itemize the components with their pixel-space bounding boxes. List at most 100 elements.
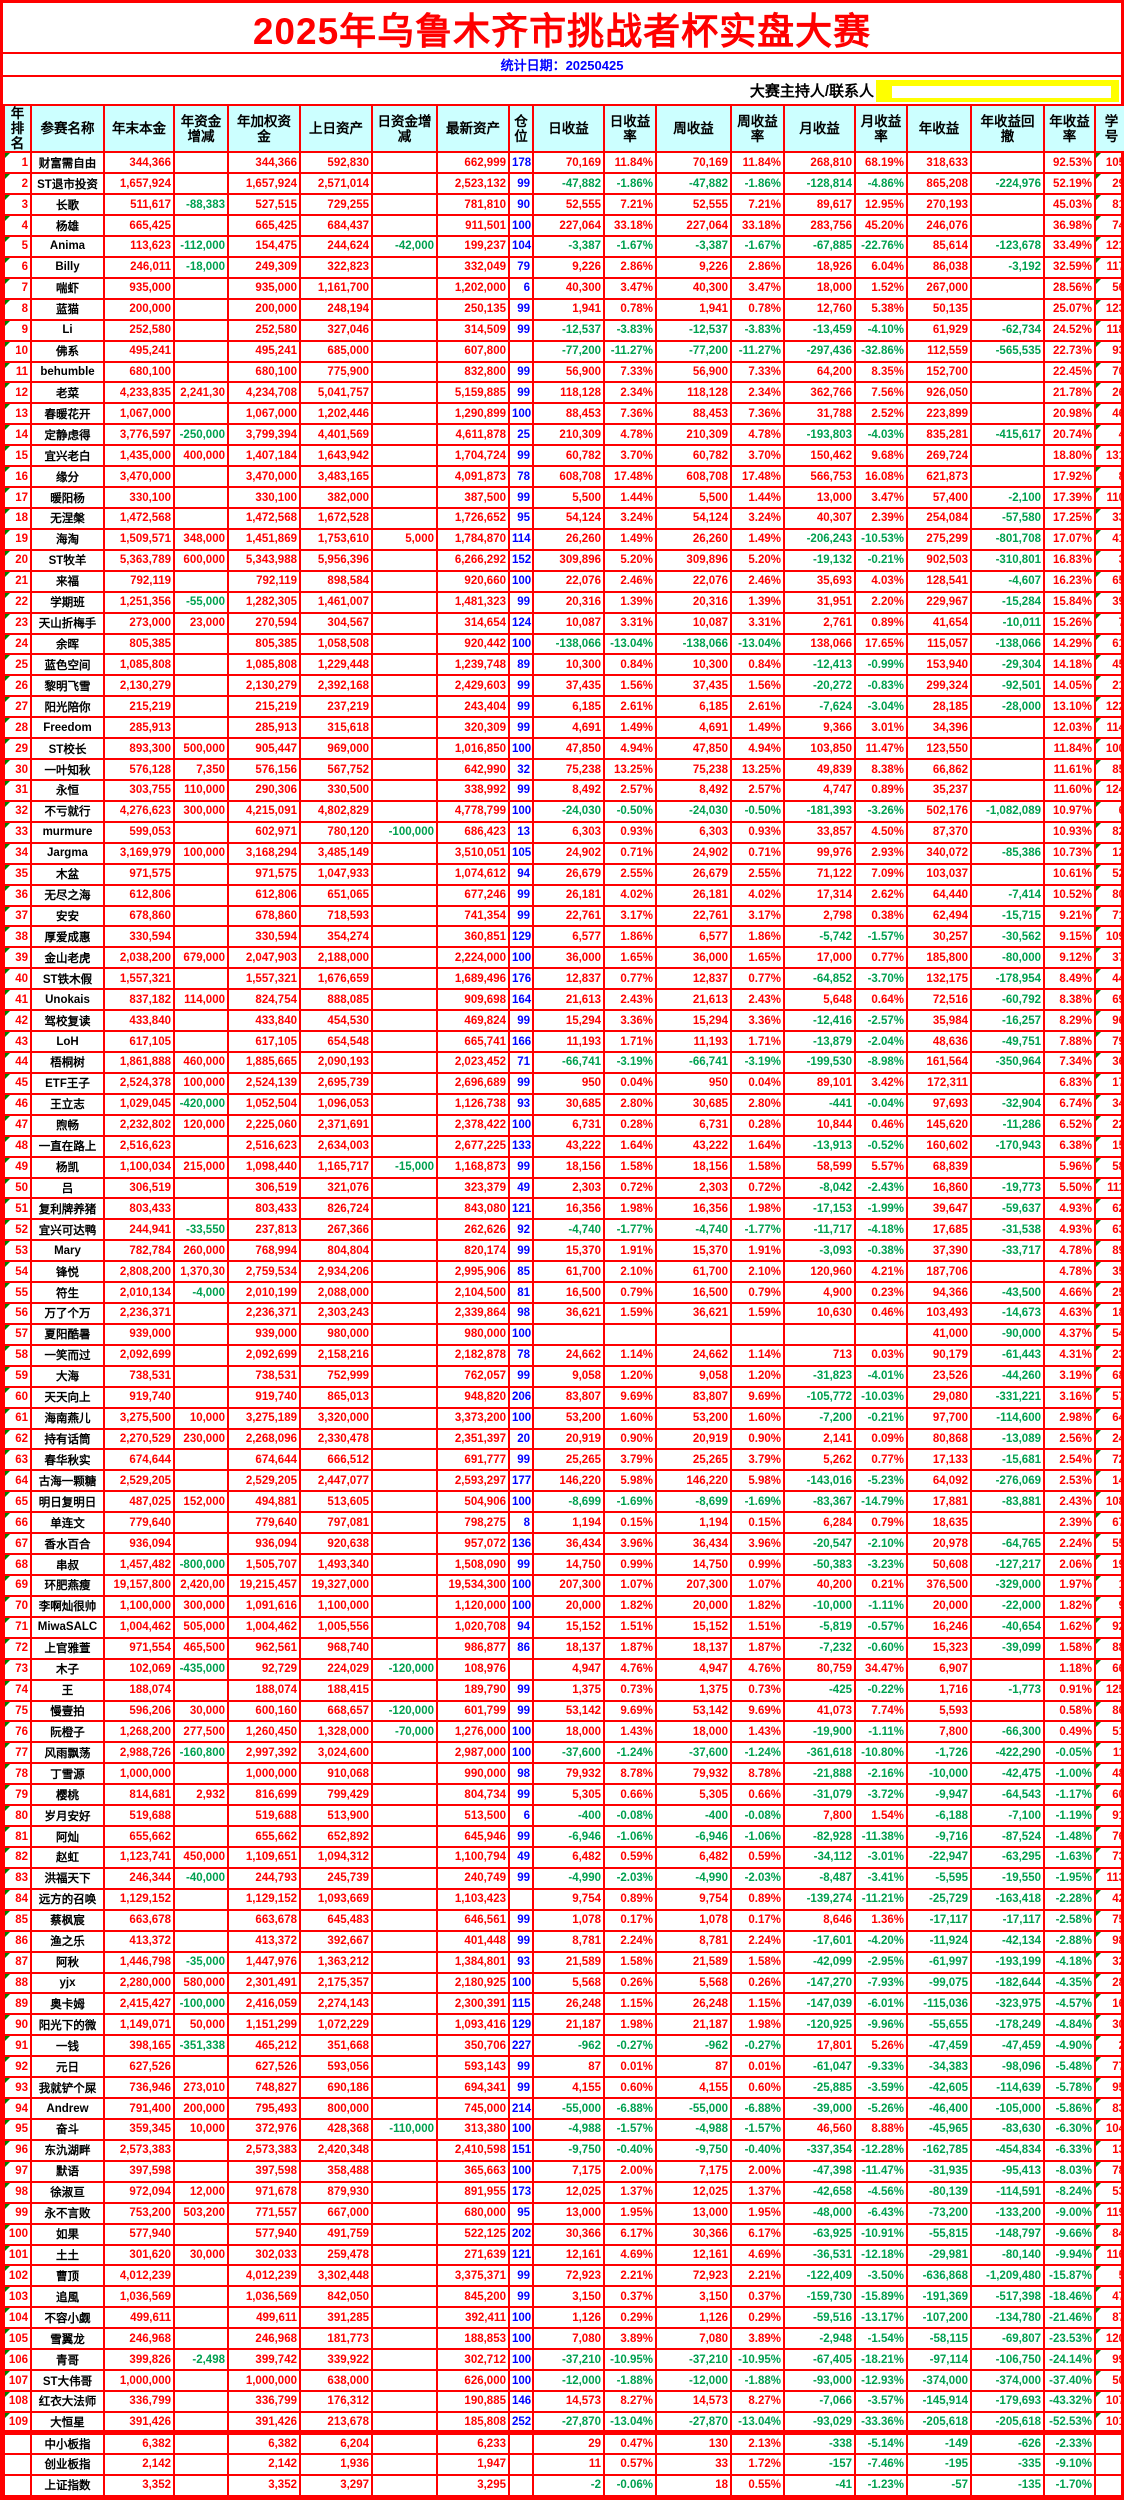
cell-week-rate: 8.78%	[730, 1762, 785, 1786]
cell-position: 99	[508, 1553, 534, 1577]
cell-rank: 5	[3, 235, 32, 258]
cell-day-change: -110,000	[371, 2117, 438, 2141]
cell-year-rate: 3.19%	[1043, 1364, 1096, 1388]
cell-week-profit: 16,500	[655, 1281, 732, 1305]
cell-position: 6	[508, 1804, 534, 1828]
cell-sid: 101	[1094, 2410, 1124, 2434]
table-row: 69 环肥燕瘦 19,157,800 2,420,00 19,215,457 19,327…	[3, 1574, 1124, 1597]
table-row: 31 永恒 303,755 110,000 290,306 330,500 338,992 9…	[3, 778, 1124, 802]
cell-year-profit: 34,396	[906, 716, 972, 740]
cell-prev-assets: 2,934,206	[299, 1260, 373, 1284]
cell-month-rate: -1.11%	[854, 1594, 908, 1618]
cell-principal: 359,345	[103, 2117, 175, 2141]
cell-name: MiwaSALC	[30, 1615, 105, 1639]
cell-day-profit: 6,185	[532, 695, 605, 719]
cell-month-rate: 3.01%	[854, 716, 908, 740]
cell-week-rate: -1.86%	[730, 172, 785, 196]
cell-drawdown	[970, 1511, 1045, 1535]
cell-year-profit: -11,924	[906, 1929, 972, 1953]
cell-day-change	[371, 2327, 438, 2351]
cell-latest-assets: 189,790	[436, 1678, 510, 1702]
cell-latest-assets: 642,990	[436, 758, 510, 781]
index-row: 创业板指 2,142 2,142 1,936 1,947 11 0.57% 33 1.72% -1…	[3, 2452, 1124, 2476]
cell-day-change	[371, 946, 438, 970]
cell-latest-assets: 781,810	[436, 193, 510, 217]
cell-rank: 52	[3, 1218, 32, 1242]
cell-position: 100	[508, 2117, 534, 2141]
cell-prev-assets: 5,041,757	[299, 381, 373, 405]
cell-weighted: 92,729	[227, 1657, 301, 1681]
cell-day-rate: 1.98%	[603, 1197, 657, 1221]
table-row: 98 徐淑亘 972,094 12,000 971,678 879,930 891,955 1…	[3, 2180, 1124, 2204]
column-header-prev-assets: 上日资产	[299, 103, 373, 154]
cell-position: 99	[508, 778, 534, 802]
cell-sid: 44	[1094, 967, 1124, 991]
table-row: 62 持有话筒 2,270,529 230,000 2,268,096 2,330,478…	[3, 1427, 1124, 1451]
cell-year-profit: 128,541	[906, 569, 972, 593]
cell-sid: 109	[1094, 925, 1124, 949]
cell-day-change	[371, 925, 438, 949]
cell-sid: 16	[1094, 1992, 1124, 2016]
table-row: 52 宜兴可达鸭 244,941 -33,550 237,813 267,366 262,6…	[3, 1218, 1124, 1242]
cell-drawdown: -83,881	[970, 1490, 1045, 1514]
cell-year-change: 2,420,00	[173, 1574, 229, 1597]
cell-month-rate: 0.89%	[854, 611, 908, 635]
cell-rank: 39	[3, 946, 32, 970]
cell-month-rate: -5.23%	[854, 1469, 908, 1493]
table-row: 1 财富需自由 344,366 344,366 592,830 662,999 178 70,…	[3, 151, 1124, 175]
table-row: 29 ST校长 893,300 500,000 905,447 969,000 1,016,…	[3, 737, 1124, 761]
cell-month-rate: 4.21%	[854, 1260, 908, 1284]
cell-day-rate: -1.06%	[603, 1825, 657, 1848]
cell-principal: 246,968	[103, 2327, 175, 2351]
cell-month-rate: 2.62%	[854, 883, 908, 907]
cell-prev-assets: 4,802,829	[299, 799, 373, 823]
cell-day-profit: 26,679	[532, 862, 605, 886]
table-row: 27 阳光陪你 215,219 215,219 237,219 243,404 99 6,18…	[3, 695, 1124, 719]
cell-latest-assets: 19,534,300	[436, 1574, 510, 1597]
cell-latest-assets: 691,777	[436, 1448, 510, 1472]
cell-week-rate: 0.66%	[730, 1783, 785, 1807]
cell-year-change	[173, 465, 229, 489]
cell-day-rate: 4.69%	[603, 2243, 657, 2267]
cell-year-profit: 30,257	[906, 925, 972, 949]
cell-rank: 94	[3, 2097, 32, 2120]
cell-sid: 87	[1094, 2306, 1124, 2330]
cell-year-profit: 621,873	[906, 465, 972, 489]
cell-principal: 252,580	[103, 318, 175, 342]
cell-year-change: 200,000	[173, 2097, 229, 2120]
cell-week-rate: 0.99%	[730, 1553, 785, 1577]
cell-week-profit: 53,200	[655, 1406, 732, 1430]
cell-week-rate: 2.80%	[730, 1092, 785, 1116]
cell-day-rate: 8.27%	[603, 2389, 657, 2413]
cell-month-rate: 9.68%	[854, 444, 908, 468]
cell-year-rate: 2.98%	[1043, 1406, 1096, 1430]
cell-day-rate: 2.80%	[603, 1092, 657, 1116]
table-row: 74 王 188,074 188,074 188,415 189,790 99 1,375 0.…	[3, 1678, 1124, 1702]
cell-month-rate: -1.23%	[854, 2473, 908, 2497]
cell-week-profit: -4,988	[655, 2117, 732, 2141]
cell-day-rate: -1.77%	[603, 1218, 657, 1242]
cell-position: 99	[508, 1009, 534, 1033]
cell-week-rate: 0.26%	[730, 1971, 785, 1995]
cell-prev-assets: 2,090,193	[299, 1050, 373, 1074]
cell-year-change: 505,000	[173, 1615, 229, 1639]
cell-drawdown: -1,082,089	[970, 799, 1045, 823]
cell-name: 阳光下的微	[30, 2013, 105, 2037]
cell-week-rate: 1.60%	[730, 1406, 785, 1430]
cell-year-change: 400,000	[173, 444, 229, 468]
table-row: 88 yjx 2,280,000 580,000 2,301,491 2,175,357 2…	[3, 1971, 1124, 1995]
cell-position: 164	[508, 988, 534, 1012]
cell-week-profit: 26,248	[655, 1992, 732, 2016]
cell-year-change	[173, 2222, 229, 2246]
cell-name: 万了个万	[30, 1302, 105, 1325]
cell-year-change	[173, 2369, 229, 2392]
cell-day-profit: 608,708	[532, 465, 605, 489]
cell-day-rate: 0.01%	[603, 2055, 657, 2079]
cell-day-rate: -1.57%	[603, 2117, 657, 2141]
cell-drawdown	[970, 276, 1045, 300]
cell-day-change	[371, 1678, 438, 1702]
cell-drawdown: -63,295	[970, 1846, 1045, 1869]
cell-name: LoH	[30, 1030, 105, 1053]
table-row: 82 赵虹 1,123,741 450,000 1,109,651 1,094,312 1,…	[3, 1846, 1124, 1869]
cell-prev-assets: 1,161,700	[299, 276, 373, 300]
